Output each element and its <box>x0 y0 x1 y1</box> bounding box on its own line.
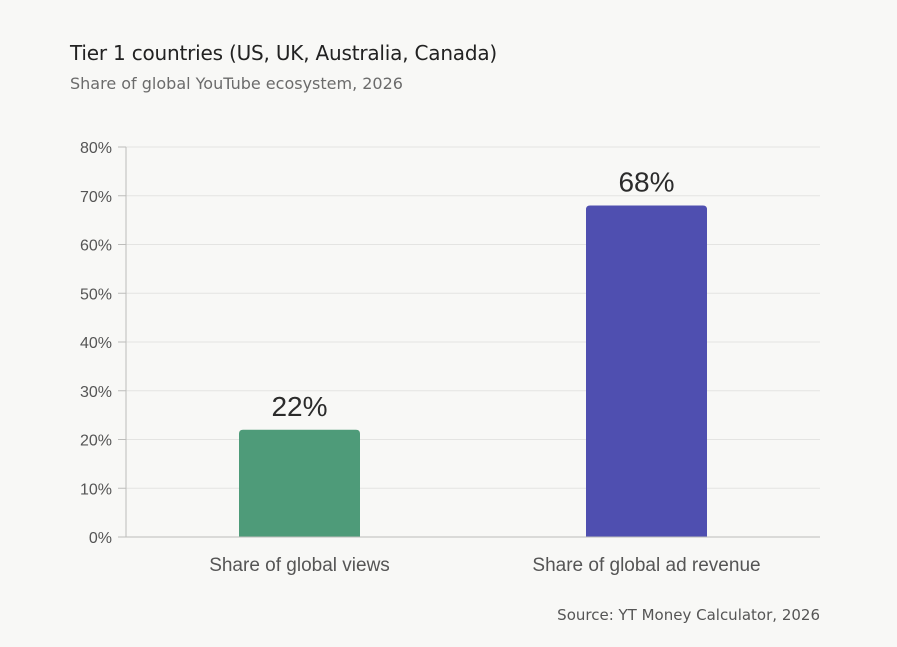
y-tick-label: 70% <box>80 189 112 206</box>
x-axis-categories: Share of global views Share of global ad … <box>209 555 760 576</box>
y-tick-label: 20% <box>80 433 112 450</box>
chart-title: Tier 1 countries (US, UK, Australia, Can… <box>70 41 498 65</box>
y-tick-label: 60% <box>80 238 112 255</box>
grid-lines <box>126 146 820 489</box>
data-labels: 22% 68% <box>271 167 674 422</box>
bars <box>239 205 707 537</box>
y-tick-label: 10% <box>80 481 112 498</box>
chart-subtitle: Share of global YouTube ecosystem, 2026 <box>70 74 403 93</box>
y-axis-ticks: 0% 10% 20% 30% 40% 50% 60% 70% 80% <box>80 140 126 547</box>
y-tick-label: 40% <box>80 335 112 352</box>
y-tick-label: 0% <box>89 530 112 547</box>
data-label-1: 22% <box>271 391 327 422</box>
y-tick-label: 30% <box>80 384 112 401</box>
x-category-label-2: Share of global ad revenue <box>532 555 760 576</box>
bar-2 <box>586 205 707 537</box>
y-tick-label: 80% <box>80 140 112 157</box>
x-category-label-1: Share of global views <box>209 555 390 576</box>
bar-1 <box>239 429 360 537</box>
data-label-2: 68% <box>618 167 674 198</box>
source-note: Source: YT Money Calculator, 2026 <box>557 606 820 624</box>
y-tick-label: 50% <box>80 286 112 303</box>
